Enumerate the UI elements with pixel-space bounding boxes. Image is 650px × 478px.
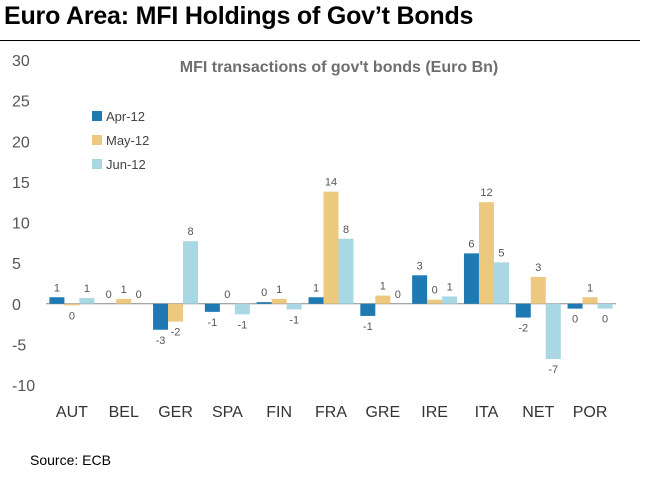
x-tick-label: ITA [475,404,499,421]
data-label: 6 [468,238,474,250]
data-label: 0 [602,314,608,326]
bar-apr-12-ger [153,303,169,330]
data-label: 1 [447,281,453,293]
bar-apr-12-aut [49,297,65,304]
data-label: -1 [207,317,217,329]
bar-apr-12-net [515,303,531,318]
data-label: 3 [535,262,541,274]
legend-swatch [92,135,102,145]
bar-jun-12-net [545,303,561,359]
legend-label: Apr-12 [106,109,145,124]
bar-jun-12-fin [286,303,302,310]
data-label: 0 [261,287,267,299]
data-label: 1 [313,282,319,294]
data-label: 12 [480,187,492,199]
y-tick-label: 15 [12,175,30,192]
x-tick-label: GER [158,404,193,421]
data-label: 0 [572,314,578,326]
legend-label: May-12 [106,133,149,148]
title-divider [0,40,640,41]
data-label: 0 [69,310,75,322]
data-label: 0 [106,289,112,301]
x-tick-label: GRE [365,404,400,421]
bar-jun-12-aut [79,298,95,304]
y-axis: -10 -5 0 5 10 15 20 25 30 [12,53,35,395]
bar-apr-12-fin [256,302,272,304]
bar-may-12-ita [478,202,494,304]
bar-apr-12-ire [412,275,428,304]
data-label: 0 [136,289,142,301]
x-tick-label: SPA [212,404,243,421]
data-label: 0 [432,285,438,297]
page-title: Euro Area: MFI Holdings of Gov’t Bonds [4,2,474,30]
data-label: 8 [343,224,349,236]
bar-may-12-net [530,276,546,304]
bar-apr-12-spa [204,303,220,312]
bar-jun-12-ger [183,241,199,304]
data-label: -2 [171,327,181,339]
data-label: -1 [237,319,247,331]
y-tick-label: 0 [12,297,21,314]
data-label: 5 [498,247,504,259]
data-label: -3 [156,335,166,347]
y-tick-label: 5 [12,256,21,273]
legend: Apr-12 May-12 Jun-12 [92,109,149,172]
data-label: 1 [54,282,60,294]
data-label: 8 [187,226,193,238]
legend-swatch [92,111,102,121]
y-tick-label: 25 [12,94,30,111]
bar-apr-12-gre [360,303,376,316]
bar-may-12-ire [427,299,443,304]
source-note: Source: ECB [30,452,111,468]
bar-apr-12-por [567,303,583,309]
x-axis: AUT BEL GER SPA FIN FRA GRE IRE ITA NET POR [56,404,608,421]
data-label: 1 [84,283,90,295]
data-label: 0 [224,289,230,301]
y-tick-label: -5 [12,337,26,354]
bar-apr-12-ita [463,253,479,304]
y-tick-label: 30 [12,53,30,70]
bar-may-12-aut [64,303,80,306]
data-label: -2 [518,323,528,335]
bar-jun-12-spa [234,303,250,315]
data-label: 1 [276,284,282,296]
data-label: 1 [587,282,593,294]
x-tick-label: POR [573,404,608,421]
data-label: -7 [548,364,558,376]
y-tick-label: 10 [12,216,30,233]
data-label: 1 [380,281,386,293]
x-tick-label: FIN [266,404,292,421]
y-tick-label: 20 [12,134,30,151]
chart-title: MFI transactions of gov't bonds (Euro Bn… [180,59,498,76]
legend-label: Jun-12 [106,157,146,172]
bar-may-12-por [582,297,598,304]
bar-jun-12-ire [442,296,458,304]
bar-jun-12-por [597,303,613,309]
legend-swatch [92,159,102,169]
data-label: -1 [363,321,373,333]
data-label: 1 [121,284,127,296]
x-tick-label: NET [522,404,554,421]
x-tick-label: AUT [56,404,88,421]
bar-series [49,191,613,359]
bar-apr-12-fra [308,297,324,304]
data-label: 3 [417,260,423,272]
data-label: 14 [325,177,337,189]
bar-may-12-ger [168,303,184,322]
bar-jun-12-ita [493,262,509,304]
x-tick-label: IRE [421,404,448,421]
bar-may-12-bel [116,298,132,304]
data-label: 0 [395,289,401,301]
x-tick-label: FRA [315,404,347,421]
x-tick-label: BEL [109,404,139,421]
y-tick-label: -10 [12,378,35,395]
data-label: -1 [289,314,299,326]
bar-may-12-fin [271,298,287,304]
bar-may-12-gre [375,295,391,304]
bar-jun-12-fra [338,238,354,304]
bar-may-12-fra [323,191,339,304]
